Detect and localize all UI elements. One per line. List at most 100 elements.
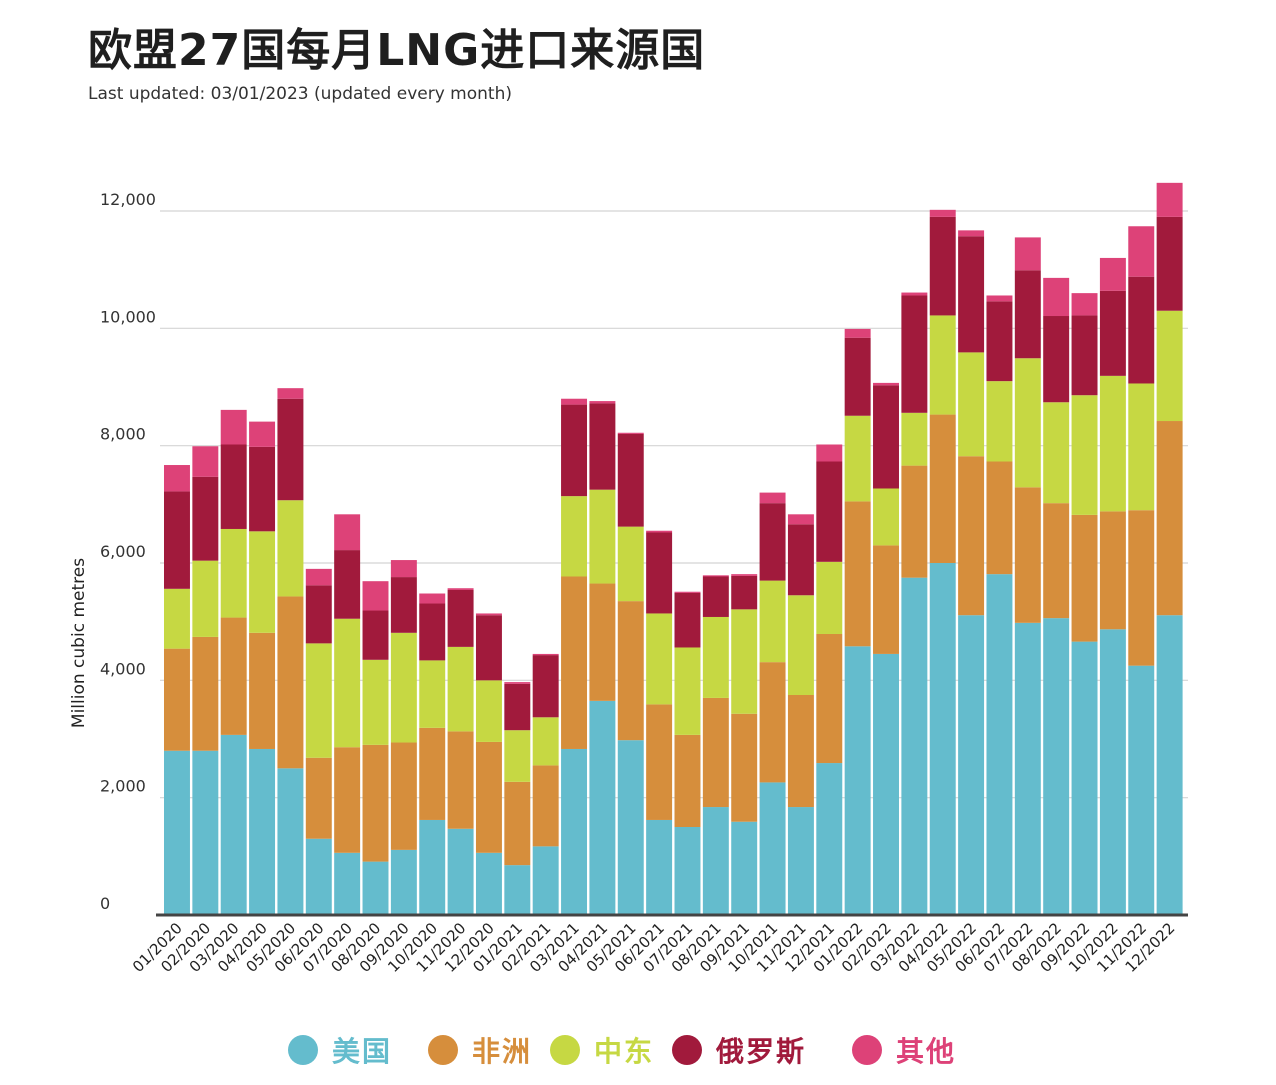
bar-africa xyxy=(164,648,190,751)
bar-usa xyxy=(475,852,502,915)
bar-mideast xyxy=(787,595,814,695)
bar-usa xyxy=(1099,629,1126,915)
bar-africa xyxy=(362,744,389,862)
bar-russia xyxy=(844,337,871,416)
bar-russia xyxy=(532,655,559,718)
bar-russia xyxy=(447,589,474,647)
bar-usa xyxy=(1156,615,1183,915)
bar-africa xyxy=(1128,510,1155,666)
bar-usa xyxy=(1043,618,1070,915)
bar-russia xyxy=(787,524,814,596)
bar-russia xyxy=(362,610,389,660)
bar-africa xyxy=(589,583,616,701)
bar-russia xyxy=(646,532,673,614)
bar-usa xyxy=(986,574,1013,915)
bar-russia xyxy=(1156,216,1183,311)
xlabel-layer: 01/202002/202003/202004/202005/202006/20… xyxy=(129,919,1178,976)
bar-africa xyxy=(277,596,304,769)
bar-russia xyxy=(702,576,729,617)
bar-russia xyxy=(901,295,928,413)
bar-mideast xyxy=(362,659,389,745)
bar-russia xyxy=(475,615,502,681)
bar-mideast xyxy=(192,560,219,637)
bar-mideast xyxy=(816,561,843,634)
bar-africa xyxy=(702,697,729,808)
bar-africa xyxy=(504,781,531,866)
bar-other xyxy=(1156,182,1183,217)
bar-usa xyxy=(844,646,871,915)
bar-mideast xyxy=(759,580,786,663)
bar-russia xyxy=(305,585,332,644)
bar-africa xyxy=(390,742,417,850)
bar-other xyxy=(873,382,899,386)
bar-usa xyxy=(674,827,701,915)
bar-usa xyxy=(447,828,474,915)
bar-usa xyxy=(192,750,219,915)
bar-africa xyxy=(1014,487,1041,623)
legend-dot-russia xyxy=(672,1035,702,1065)
bar-africa xyxy=(901,465,928,578)
bar-mideast xyxy=(844,415,871,502)
bar-other xyxy=(759,492,786,504)
legend-dot-usa xyxy=(288,1035,318,1065)
bar-mideast xyxy=(475,680,502,742)
bar-russia xyxy=(249,446,276,532)
page-title: 欧盟27国每月LNG进口来源国 xyxy=(88,25,706,76)
bar-mideast xyxy=(305,643,332,758)
bar-russia xyxy=(674,592,701,648)
bar-russia xyxy=(929,216,956,316)
bar-usa xyxy=(334,852,361,915)
legend-label-usa: 美国 xyxy=(332,1035,393,1068)
bar-other xyxy=(1099,257,1126,291)
bar-russia xyxy=(873,385,899,489)
y-tick-label: 12,000 xyxy=(100,190,156,209)
bar-africa xyxy=(873,545,899,654)
legend-label-mideast: 中东 xyxy=(594,1035,655,1068)
legend-dot-mideast xyxy=(550,1035,580,1065)
bar-other xyxy=(1128,226,1155,277)
bar-mideast xyxy=(390,632,417,743)
bar-usa xyxy=(759,782,786,915)
legend-dot-other xyxy=(852,1035,882,1065)
bar-africa xyxy=(929,414,956,563)
bar-mideast xyxy=(1071,395,1098,515)
bar-mideast xyxy=(702,616,729,698)
y-tick-label: 8,000 xyxy=(100,425,146,444)
bar-russia xyxy=(419,603,446,661)
bar-usa xyxy=(277,768,304,915)
bar-other xyxy=(958,230,985,237)
bar-russia xyxy=(759,503,786,581)
bar-mideast xyxy=(1099,375,1126,512)
bar-russia xyxy=(617,433,644,527)
bar-africa xyxy=(1099,511,1126,630)
y-tick-label: 4,000 xyxy=(100,659,146,678)
ylabel-layer: 0 2,000 4,000 6,000 8,000 10,000 12,000 Million… xyxy=(69,190,156,913)
bar-usa xyxy=(929,563,956,915)
y-tick-label: 0 xyxy=(100,894,110,913)
bar-mideast xyxy=(674,647,701,735)
bar-mideast xyxy=(419,660,446,728)
bar-mideast xyxy=(504,730,531,782)
bar-africa xyxy=(1071,514,1098,642)
bar-other xyxy=(674,591,701,593)
bar-usa xyxy=(787,807,814,915)
bar-russia xyxy=(220,444,247,529)
bar-russia xyxy=(731,575,758,610)
bar-russia xyxy=(1128,276,1155,384)
bar-mideast xyxy=(929,315,956,415)
bar-usa xyxy=(816,763,843,915)
bar-russia xyxy=(1014,270,1041,359)
bar-usa xyxy=(958,615,985,915)
bar-russia xyxy=(1071,315,1098,396)
bar-mideast xyxy=(1128,383,1155,511)
bar-mideast xyxy=(334,618,361,748)
bar-other xyxy=(929,209,956,217)
bar-mideast xyxy=(731,609,758,714)
bar-africa xyxy=(220,617,247,735)
bar-africa xyxy=(532,765,559,847)
bar-usa xyxy=(362,861,389,915)
bar-other xyxy=(731,574,758,576)
bar-usa xyxy=(390,849,417,915)
bar-mideast xyxy=(164,588,190,649)
bar-other xyxy=(901,292,928,296)
